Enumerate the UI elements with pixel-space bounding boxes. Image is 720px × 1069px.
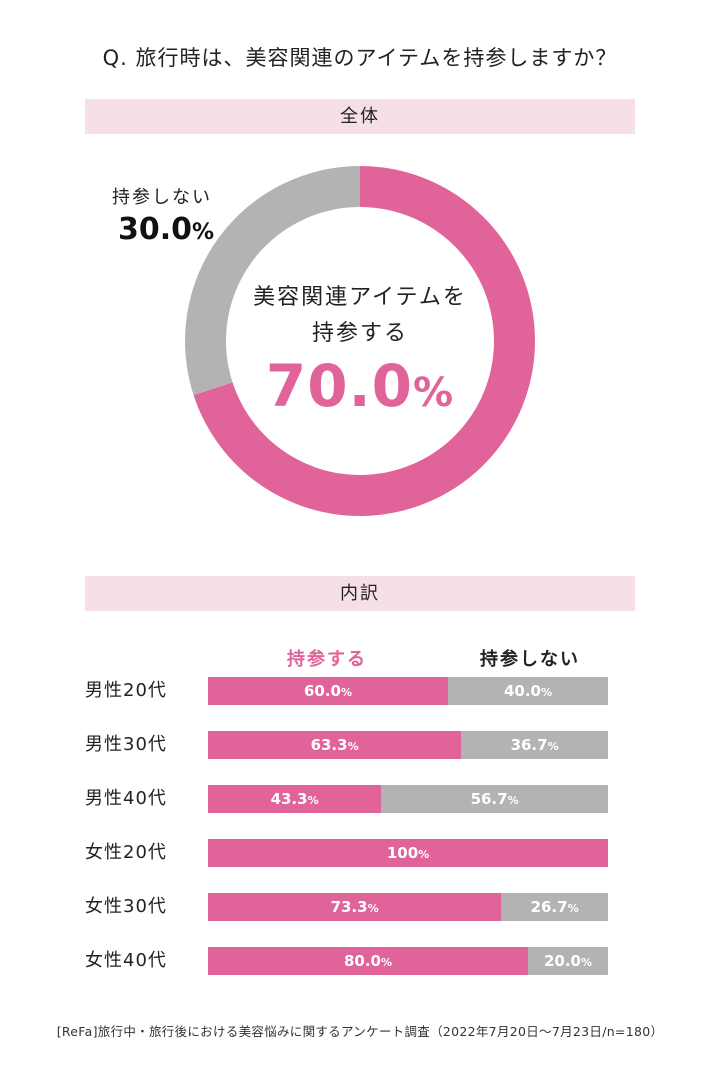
bar-segment-take: 80.0%	[208, 947, 528, 975]
bar-category-label: 女性40代	[85, 950, 167, 971]
question-title: Q. 旅行時は、美容関連のアイテムを持参しますか？	[102, 46, 618, 70]
bar-segment-not: 36.7%	[461, 731, 608, 759]
bar-category-label: 男性40代	[85, 788, 167, 809]
bar-segment-take: 43.3%	[208, 785, 382, 813]
legend-take: 持参する	[287, 649, 367, 670]
donut-slice-not	[184, 166, 360, 396]
donut-value-not: 30.0%	[118, 212, 215, 247]
bar-segment-not: 40.0%	[448, 677, 608, 705]
donut-label-not: 持参しない	[112, 187, 212, 208]
bar-segment-take: 100%	[208, 839, 608, 867]
survey-source-note: [ReFa]旅行中・旅行後における美容悩みに関するアンケート調査（2022年7月…	[56, 1024, 664, 1039]
bar-category-label: 女性20代	[85, 842, 167, 863]
bar-segment-take: 73.3%	[208, 893, 502, 921]
bar-segment-not: 56.7%	[381, 785, 608, 813]
section-breakdown-header: 内訳	[85, 576, 635, 611]
legend-not: 持参しない	[480, 649, 580, 670]
bar-segment-not: 26.7%	[501, 893, 608, 921]
bar-segment-take: 60.0%	[208, 677, 448, 705]
bar-category-label: 男性20代	[85, 680, 167, 701]
donut-chart	[184, 166, 535, 516]
bar-segment-not: 20.0%	[528, 947, 608, 975]
donut-label-take: 美容関連アイテムを 持参する	[253, 285, 467, 346]
bar-category-label: 男性30代	[85, 734, 167, 755]
section-overall-header: 全体	[85, 99, 635, 134]
donut-value-take: 70.0%	[265, 352, 455, 420]
bar-category-label: 女性30代	[85, 896, 167, 917]
bar-segment-take: 63.3%	[208, 731, 462, 759]
